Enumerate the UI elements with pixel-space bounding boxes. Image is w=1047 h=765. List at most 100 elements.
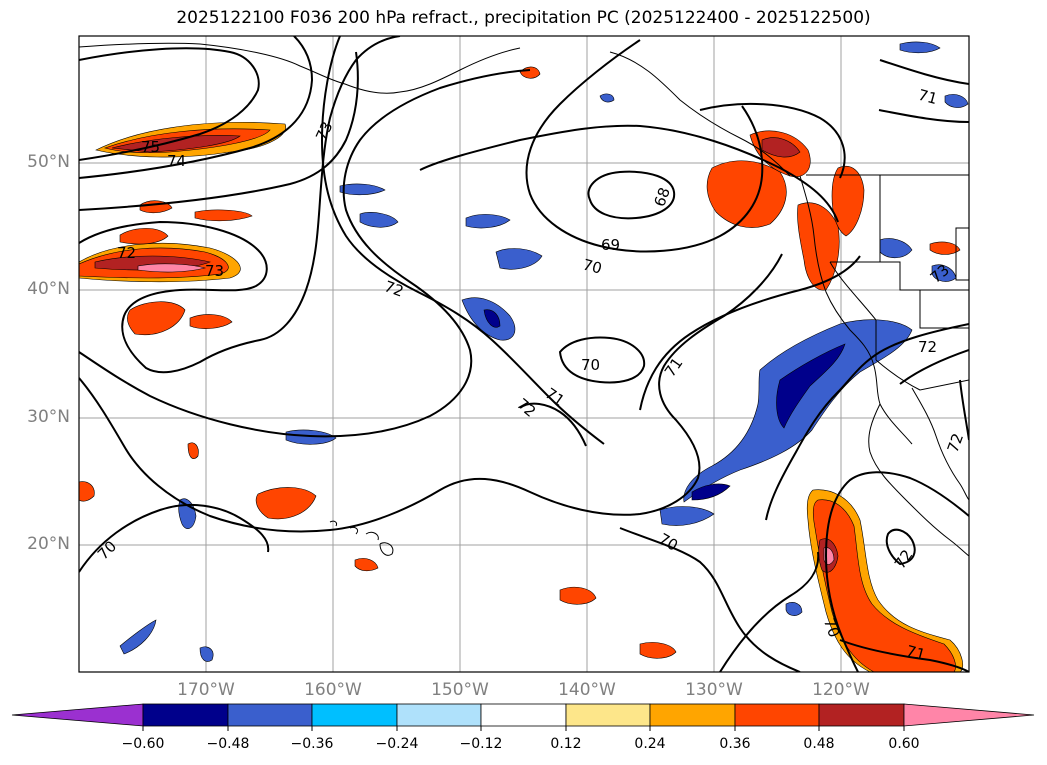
contour-label: 75 [141, 138, 160, 156]
contour-line [885, 528, 916, 566]
colorbar-segment [649, 703, 736, 727]
negative-area [199, 646, 214, 662]
contour-line [79, 504, 270, 573]
state-border [829, 261, 877, 360]
negative-area [899, 41, 941, 54]
coastlines [79, 42, 969, 557]
negative-area [785, 602, 803, 616]
positive-area [119, 228, 169, 245]
contour-label: 74 [167, 152, 186, 170]
colorbar-segment [227, 703, 313, 727]
negative-area [483, 309, 501, 328]
gulf-california-coastline [911, 387, 969, 501]
contour-label: 70 [581, 356, 600, 374]
negative-area [465, 214, 511, 229]
lon-label-140w: 140°W [558, 680, 616, 700]
contour-line [587, 170, 676, 220]
colorbar-extend-low [11, 703, 144, 727]
positive-area [255, 487, 317, 520]
colorbar-segment [818, 703, 905, 727]
negative-area [691, 483, 731, 501]
state-border [830, 261, 969, 291]
colorbar-tick-label: 0.36 [719, 736, 751, 752]
colorbar-segment [480, 703, 567, 727]
negative-area [659, 506, 715, 526]
contour-label: 72 [944, 431, 967, 455]
contour-label: 71 [904, 642, 927, 664]
colorbar [11, 703, 1035, 731]
contour-line [519, 402, 587, 447]
contour-line [525, 39, 764, 253]
contour-label: 68 [650, 185, 673, 209]
contour-line [719, 551, 820, 672]
colorbar-segment [734, 703, 820, 727]
hawaii-islands [329, 520, 394, 556]
contour-line [899, 349, 969, 385]
contour-line [79, 253, 783, 533]
contour-line [839, 639, 969, 672]
negative-area [285, 429, 337, 445]
contour-label: 70 [581, 255, 604, 277]
negative-area [944, 94, 969, 108]
colorbar-tick-label: 0.60 [888, 736, 920, 752]
contour-line [765, 323, 969, 521]
contour-label: 71 [916, 86, 939, 108]
contour-line [879, 59, 969, 85]
colorbar-tick-label: −0.36 [290, 736, 334, 752]
positive-area [812, 499, 956, 672]
colorbar-tick-label: 0.24 [634, 736, 666, 752]
colorbar-tick-label: −0.60 [121, 736, 165, 752]
lon-label-170w: 170°W [177, 680, 235, 700]
negative-area [178, 498, 197, 529]
lon-label-120w: 120°W [812, 680, 870, 700]
contour-line [79, 36, 314, 179]
contour-line [959, 379, 969, 441]
positive-area [194, 209, 253, 222]
lat-label-20n: 20°N [27, 534, 70, 554]
negative-area [599, 93, 615, 103]
negative-area [776, 343, 846, 429]
negative-area [495, 248, 543, 270]
negative-area [879, 238, 913, 259]
contour-lines [79, 36, 969, 672]
positive-anomaly-areas [79, 66, 963, 672]
positive-area [706, 160, 787, 228]
contour-line [699, 102, 846, 179]
colorbar-segment [565, 703, 651, 727]
lat-label-40n: 40°N [27, 279, 70, 299]
alaska-coastline [79, 42, 521, 94]
panhandle-coastline [609, 51, 791, 177]
lat-label-30n: 30°N [27, 407, 70, 427]
positive-area [354, 558, 379, 572]
contour-line [79, 47, 260, 161]
contour-line [419, 124, 839, 223]
contour-label: 72 [117, 244, 136, 262]
colorbar-tick-label: −0.12 [459, 736, 503, 752]
baja-coastline [868, 403, 969, 557]
state-border [955, 227, 969, 281]
contour-label: 73 [205, 262, 224, 280]
positive-area [137, 263, 206, 273]
contour-line [824, 471, 969, 672]
contour-label: 72 [382, 277, 406, 300]
colorbar-tick-label: −0.24 [375, 736, 419, 752]
positive-area [929, 241, 961, 255]
contour-line [619, 527, 801, 672]
map-frame [78, 35, 970, 673]
colorbar-segment [311, 703, 398, 727]
contour-line [79, 36, 401, 374]
contour-line [639, 255, 861, 411]
lon-label-150w: 150°W [431, 680, 489, 700]
positive-area [187, 442, 199, 459]
contour-line [79, 69, 531, 438]
positive-area [127, 301, 186, 336]
positive-area [189, 314, 233, 329]
colorbar-tick-label: 0.48 [803, 736, 835, 752]
map-title: 2025122100 F036 200 hPa refract., precip… [176, 8, 871, 28]
positive-area [797, 202, 840, 291]
contour-label: 69 [601, 236, 620, 254]
contour-line [79, 51, 359, 211]
lon-label-130w: 130°W [685, 680, 743, 700]
state-border [875, 359, 969, 391]
